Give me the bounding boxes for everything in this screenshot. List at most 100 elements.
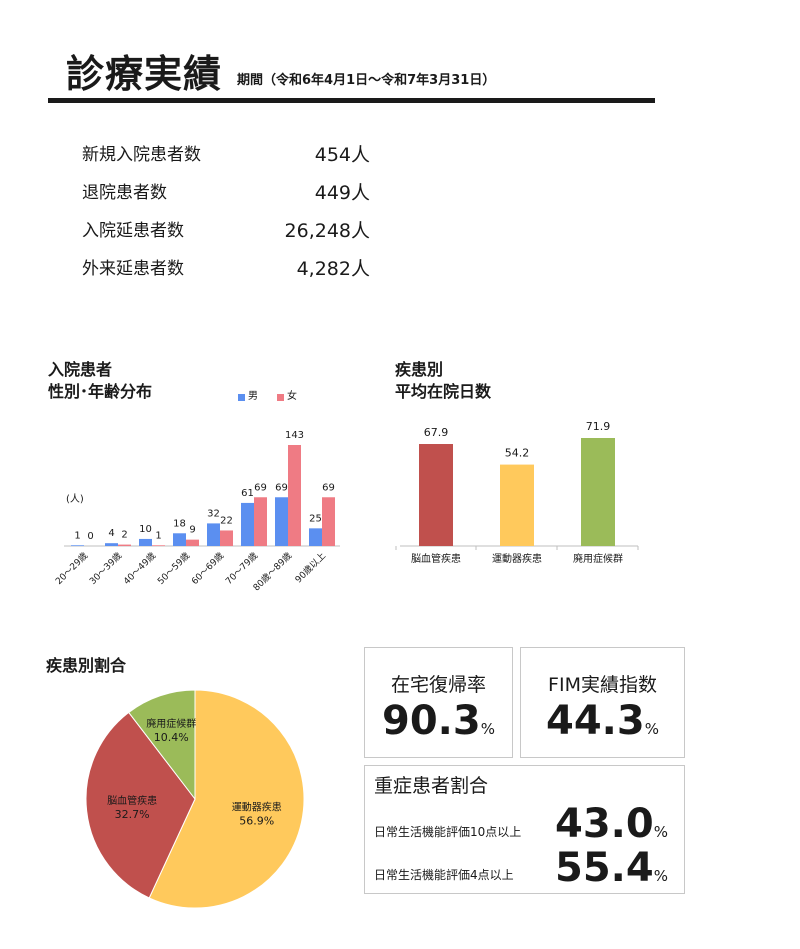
age-chart-title-line2: 性別･年齢分布 <box>48 382 153 401</box>
home-return-rate-value: 90.3 <box>382 698 481 744</box>
severe-row2-label: 日常生活機能評価4点以上 <box>374 868 514 882</box>
age-bar-label-female-7: 69 <box>322 482 335 493</box>
age-bar-male-3 <box>173 533 186 546</box>
age-bar-female-2 <box>152 545 165 546</box>
age-bar-male-6 <box>275 497 288 546</box>
home-return-rate-unit: % <box>480 720 495 738</box>
age-category-label-2: 40～49歳 <box>121 550 158 587</box>
age-bar-label-male-2: 10 <box>139 524 152 535</box>
fim-index-label: FIM実績指数 <box>548 674 657 696</box>
age-bar-label-female-5: 69 <box>254 482 267 493</box>
period-text: 期間（令和6年4月1日～令和7年3月31日） <box>237 73 496 88</box>
legend-female: 女 <box>277 391 297 403</box>
age-bar-label-female-0: 0 <box>87 531 93 542</box>
los-category-label-0: 脳血管疾患 <box>411 552 461 565</box>
age-bar-label-female-1: 2 <box>121 530 127 541</box>
age-category-label-5: 70～79歳 <box>223 550 260 587</box>
stat-value-inpatient-days: 26,248人 <box>284 220 370 242</box>
age-category-label-3: 50～59歳 <box>155 550 192 587</box>
age-bar-label-male-0: 1 <box>74 530 80 541</box>
stat-label-new-admissions: 新規入院患者数 <box>82 145 201 165</box>
age-chart-title-line1: 入院患者 <box>48 360 113 379</box>
pie-label-cerebro: 脳血管疾患 <box>107 794 157 807</box>
pie-percent-cerebro: 32.7% <box>115 808 150 821</box>
age-bar-male-2 <box>139 538 152 546</box>
age-bar-female-6 <box>288 445 301 546</box>
pie-slice-disuse <box>128 689 196 801</box>
severe-row2-value-wrap: 55.4% <box>555 846 668 890</box>
los-bar-2 <box>581 438 615 546</box>
age-bar-female-5 <box>254 497 267 546</box>
stat-label-discharges: 退院患者数 <box>82 183 167 203</box>
age-bar-label-male-4: 32 <box>207 508 220 519</box>
severe-row2-value: 55.4 <box>555 845 654 891</box>
age-bar-label-female-3: 9 <box>189 525 195 536</box>
age-category-label-4: 60～69歳 <box>189 550 226 587</box>
age-bar-label-male-7: 25 <box>309 513 322 524</box>
stat-label-inpatient-days: 入院延患者数 <box>82 221 184 241</box>
age-bar-female-3 <box>186 539 199 546</box>
page-title: 診療実績 <box>66 52 223 96</box>
legend-female-swatch <box>277 393 284 401</box>
age-bar-female-4 <box>220 530 233 546</box>
title-underline <box>48 98 655 103</box>
los-chart-title-line2: 平均在院日数 <box>395 382 492 401</box>
pie-label-disuse: 廃用症候群 <box>146 717 196 730</box>
stat-value-outpatient-days: 4,282人 <box>296 258 370 280</box>
age-bar-label-male-6: 69 <box>275 482 288 493</box>
los-category-label-1: 運動器疾患 <box>492 552 542 565</box>
age-bar-label-male-3: 18 <box>173 518 186 529</box>
severe-ratio-label: 重症患者割合 <box>374 775 489 797</box>
severe-row1-value-wrap: 43.0% <box>555 802 668 846</box>
severe-row2-unit: % <box>653 867 668 885</box>
los-value-label-2: 71.9 <box>586 420 611 433</box>
age-chart-ylabel: (人) <box>66 493 84 505</box>
legend-male-label: 男 <box>248 391 258 402</box>
age-bar-male-4 <box>207 523 220 546</box>
los-bar-0 <box>419 444 453 546</box>
los-category-label-2: 廃用症候群 <box>573 552 623 565</box>
pie-chart-title: 疾患別割合 <box>46 656 127 675</box>
pie-slice-cerebro <box>85 711 196 899</box>
stat-value-discharges: 449人 <box>314 182 370 204</box>
age-category-label-1: 30～39歳 <box>87 550 124 587</box>
los-value-label-1: 54.2 <box>505 447 530 460</box>
severe-row1-unit: % <box>653 823 668 841</box>
legend-male-swatch <box>238 393 245 401</box>
fim-index-card: FIM実績指数 44.3% <box>520 647 685 758</box>
age-bar-female-7 <box>322 497 335 546</box>
age-bar-label-male-1: 4 <box>108 528 114 539</box>
age-bar-label-female-4: 22 <box>220 515 233 526</box>
fim-index-value: 44.3 <box>546 698 645 744</box>
home-return-rate-card: 在宅復帰率 90.3% <box>364 647 513 758</box>
los-chart-title-line1: 疾患別 <box>395 360 444 379</box>
legend-male: 男 <box>238 391 258 403</box>
home-return-rate-label: 在宅復帰率 <box>390 674 486 696</box>
severe-row1-value: 43.0 <box>555 801 654 847</box>
age-bar-female-1 <box>118 544 131 546</box>
legend-female-label: 女 <box>287 391 297 402</box>
age-bar-label-female-6: 143 <box>285 430 304 441</box>
stat-label-outpatient-days: 外来延患者数 <box>82 259 184 279</box>
severe-row1-label: 日常生活機能評価10点以上 <box>374 825 522 839</box>
age-bar-male-7 <box>309 528 322 546</box>
stat-value-new-admissions: 454人 <box>314 144 370 166</box>
age-bar-label-male-5: 61 <box>241 488 254 499</box>
average-los-bar-chart: 67.9 脳血管疾患 54.2 運動器疾患 71.9 廃用症候群 <box>395 420 639 565</box>
age-bar-male-5 <box>241 502 254 546</box>
pie-percent-disuse: 10.4% <box>154 731 189 744</box>
age-category-label-0: 20～29歳 <box>53 550 90 587</box>
los-bar-1 <box>500 464 534 546</box>
age-bar-male-1 <box>105 543 118 546</box>
age-bar-male-0 <box>71 545 84 546</box>
age-bar-label-female-2: 1 <box>155 530 161 541</box>
pie-percent-motor: 56.9% <box>239 815 274 828</box>
fim-index-unit: % <box>644 720 659 738</box>
age-category-label-7: 90歳以上 <box>292 550 328 586</box>
pie-slice-motor <box>148 689 305 909</box>
los-value-label-0: 67.9 <box>424 426 449 439</box>
severe-patient-ratio-card: 重症患者割合 日常生活機能評価10点以上 43.0% 日常生活機能評価4点以上 … <box>364 765 685 894</box>
pie-label-motor: 運動器疾患 <box>232 801 282 814</box>
